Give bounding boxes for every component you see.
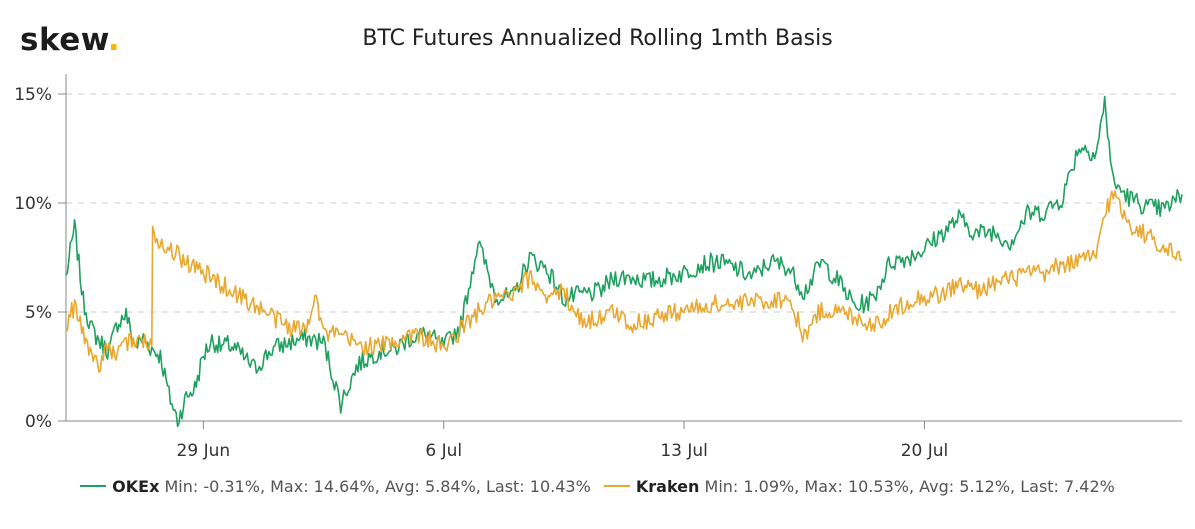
chart-area: 0% 5% 10% 15% 29 Jun 6 Jul 13 Jul 20 Jul — [14, 74, 1183, 461]
legend-swatch-okex — [80, 484, 107, 487]
tick-label-x-3: 20 Jul — [901, 441, 949, 461]
legend: OKEx Min: -0.31%, Max: 14.64%, Avg: 5.84… — [0, 477, 1195, 496]
chart-title: BTC Futures Annualized Rolling 1mth Basi… — [362, 26, 833, 51]
skew-logo: skew. — [20, 22, 120, 58]
legend-item-kraken[interactable]: Kraken Min: 1.09%, Max: 10.53%, Avg: 5.1… — [603, 477, 1115, 496]
tick-label-y-3: 15% — [14, 85, 52, 105]
logo-dot: . — [107, 22, 121, 58]
tick-label-y-2: 10% — [14, 194, 52, 214]
tick-label-y-1: 5% — [25, 303, 52, 323]
legend-stats-okex: Min: -0.31%, Max: 14.64%, Avg: 5.84%, La… — [164, 477, 591, 496]
tick-label-y-0: 0% — [25, 412, 52, 432]
axes — [58, 74, 1182, 429]
legend-stats-kraken: Min: 1.09%, Max: 10.53%, Avg: 5.12%, Las… — [704, 477, 1115, 496]
legend-item-okex[interactable]: OKEx Min: -0.31%, Max: 14.64%, Avg: 5.84… — [80, 477, 591, 496]
tick-labels: 0% 5% 10% 15% 29 Jun 6 Jul 13 Jul 20 Jul — [14, 85, 948, 461]
tick-label-x-0: 29 Jun — [177, 441, 231, 461]
logo-text: skew — [20, 22, 108, 58]
series-line-okex[interactable] — [65, 95, 1183, 428]
series-lines — [65, 95, 1183, 428]
tick-label-x-1: 6 Jul — [425, 441, 462, 461]
series-line-kraken[interactable] — [65, 190, 1183, 373]
tick-label-x-2: 13 Jul — [660, 441, 708, 461]
legend-name-kraken: Kraken — [635, 477, 700, 496]
legend-swatch-kraken — [603, 484, 630, 487]
grid-lines — [66, 93, 1182, 313]
legend-name-okex: OKEx — [112, 477, 160, 496]
